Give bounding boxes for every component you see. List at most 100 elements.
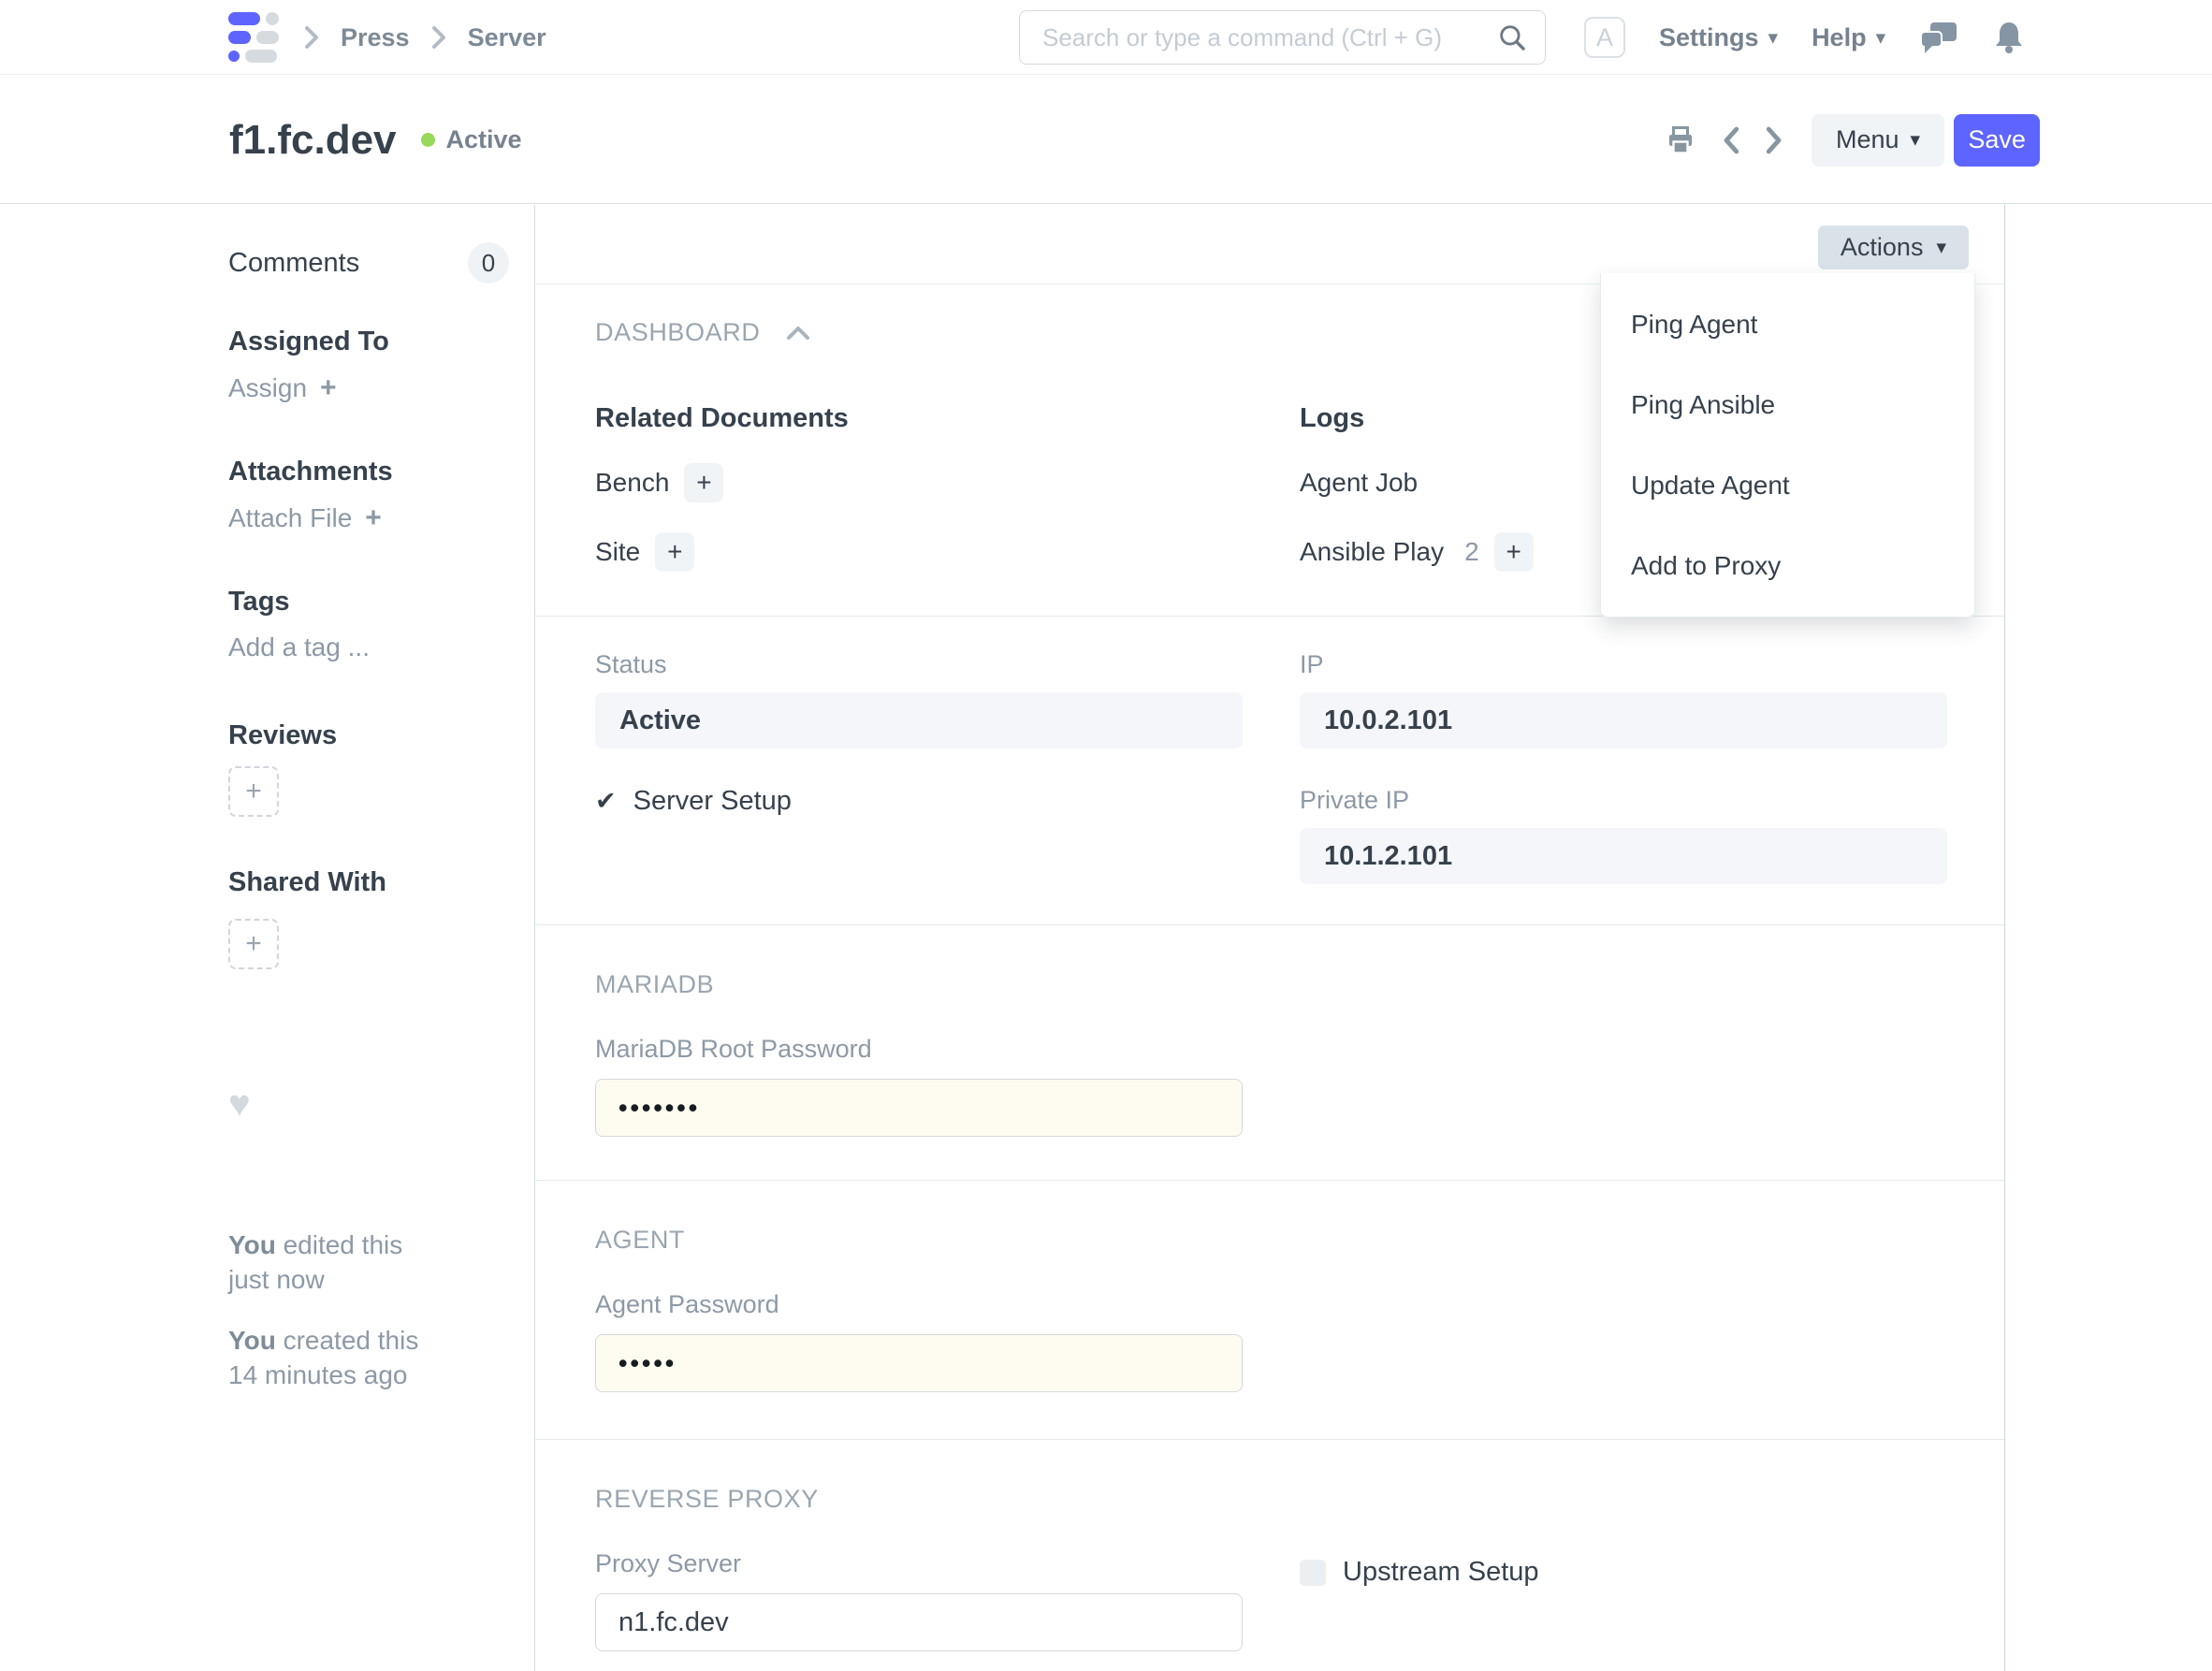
form-toolbar: Actions ▾: [535, 205, 2004, 284]
add-ansible-play-button[interactable]: +: [1493, 532, 1534, 572]
menu-item-ping-agent[interactable]: Ping Agent: [1631, 310, 1758, 339]
menu-item-add-to-proxy[interactable]: Add to Proxy: [1631, 551, 1782, 580]
checkmark-icon: ✔: [595, 787, 617, 815]
attach-file-button[interactable]: Attach File +: [228, 502, 382, 533]
page-header: f1.fc.dev Active Menu ▾ Save: [0, 76, 2212, 204]
save-button[interactable]: Save: [1954, 113, 2041, 167]
reverse-proxy-section: REVERSE PROXY Proxy Server Upstream Setu…: [535, 1440, 2004, 1671]
document-status: Active: [445, 125, 522, 153]
server-setup-label: Server Setup: [633, 786, 792, 816]
page-header-actions: Menu ▾ Save: [1664, 76, 2041, 204]
shared-with-heading: Shared With: [228, 867, 386, 897]
collapse-section-icon[interactable]: [786, 326, 810, 341]
plus-icon: +: [1506, 537, 1521, 566]
assign-button[interactable]: Assign +: [228, 372, 337, 403]
upstream-setup-label: Upstream Setup: [1343, 1557, 1539, 1587]
related-documents-column: Related Documents Bench + Site +: [595, 403, 1243, 573]
mariadb-root-password-label: MariaDB Root Password: [595, 1035, 872, 1063]
page-title: f1.fc.dev: [229, 116, 397, 163]
menu-item-ping-ansible[interactable]: Ping Ansible: [1631, 390, 1776, 419]
proxy-server-label: Proxy Server: [595, 1549, 742, 1577]
plus-icon: +: [245, 928, 262, 959]
plus-icon: +: [667, 537, 683, 566]
chevron-down-icon: ▾: [1936, 237, 1946, 258]
agent-password-input[interactable]: [595, 1334, 1243, 1392]
app-logo-icon[interactable]: [228, 12, 283, 63]
dashboard-link-ansible-play: Ansible Play 2 +: [1300, 531, 1947, 573]
actions-button[interactable]: Actions ▾: [1817, 225, 1969, 269]
chevron-down-icon: ▾: [1910, 129, 1921, 151]
navbar-right: A Settings ▾ Help ▾: [1584, 0, 2026, 75]
reviews-heading: Reviews: [228, 720, 338, 750]
tags-heading: Tags: [228, 587, 290, 617]
breadcrumb-item-press[interactable]: Press: [341, 22, 410, 51]
add-bench-button[interactable]: +: [684, 463, 724, 502]
agent-password-label: Agent Password: [595, 1290, 779, 1318]
search-icon: [1496, 22, 1528, 53]
logs-heading: Logs: [1300, 403, 1365, 433]
chevron-right-icon: [301, 23, 322, 51]
ip-field-label: IP: [1300, 650, 1324, 678]
add-share-button[interactable]: +: [228, 919, 279, 969]
comments-count-badge: 0: [468, 242, 509, 283]
notifications-bell-icon[interactable]: [1992, 19, 2026, 56]
plus-icon: +: [245, 776, 262, 806]
chat-icon[interactable]: [1919, 19, 1958, 56]
dashboard-section: DASHBOARD Related Documents Bench +: [535, 284, 2004, 617]
prev-document-icon[interactable]: [1718, 124, 1746, 157]
assigned-to-heading: Assigned To: [228, 327, 389, 356]
dashboard-link-agent-job: Agent Job: [1300, 468, 1419, 497]
global-search[interactable]: [1019, 10, 1546, 65]
mariadb-root-password-input[interactable]: [595, 1079, 1243, 1137]
proxy-server-input[interactable]: [595, 1593, 1243, 1651]
dashboard-section-label: DASHBOARD: [595, 318, 761, 346]
comments-label: Comments: [228, 247, 360, 278]
navbar: Press Server A Settings ▾ Help ▾: [0, 0, 2212, 75]
breadcrumb-item-server[interactable]: Server: [467, 22, 546, 51]
menu-item-update-agent[interactable]: Update Agent: [1631, 471, 1790, 500]
agent-section: AGENT Agent Password: [535, 1181, 2004, 1440]
reverse-proxy-section-label: REVERSE PROXY: [595, 1485, 819, 1513]
add-site-button[interactable]: +: [655, 532, 695, 572]
plus-icon: +: [365, 502, 382, 533]
add-review-button[interactable]: +: [228, 766, 279, 817]
search-input[interactable]: [1041, 22, 1496, 53]
next-document-icon[interactable]: [1759, 124, 1787, 157]
private-ip-field-value: 10.1.2.101: [1300, 828, 1947, 884]
plus-icon: +: [320, 372, 337, 403]
user-avatar[interactable]: A: [1584, 17, 1625, 58]
edited-meta: You edited this just now: [228, 1230, 403, 1294]
chevron-down-icon: ▾: [1768, 26, 1779, 49]
status-dot-icon: [420, 133, 435, 147]
upstream-setup-checkbox[interactable]: [1300, 1559, 1326, 1586]
chevron-down-icon: ▾: [1875, 26, 1886, 49]
logs-column: Logs Agent Job Ansible Play 2 +: [1300, 403, 1947, 573]
menu-button[interactable]: Menu ▾: [1812, 113, 1945, 167]
add-tag-input[interactable]: Add a tag ...: [228, 632, 370, 661]
form-sidebar: Comments 0 Assigned To Assign + Attachme…: [0, 205, 535, 1671]
agent-section-label: AGENT: [595, 1226, 686, 1254]
comments-link[interactable]: Comments 0: [228, 242, 509, 283]
settings-label: Settings: [1659, 22, 1759, 51]
breadcrumb: Press Server: [301, 0, 546, 75]
help-menu[interactable]: Help ▾: [1812, 23, 1885, 52]
related-documents-heading: Related Documents: [595, 403, 849, 433]
ip-field-value: 10.0.2.101: [1300, 692, 1947, 748]
dashboard-link-bench: Bench +: [595, 462, 1243, 503]
chevron-right-icon: [429, 23, 449, 51]
plus-icon: +: [696, 468, 712, 497]
private-ip-field-label: Private IP: [1300, 786, 1410, 814]
like-heart-icon[interactable]: ♥: [228, 1083, 251, 1125]
attachments-heading: Attachments: [228, 457, 393, 487]
print-icon[interactable]: [1664, 124, 1697, 157]
settings-menu[interactable]: Settings ▾: [1659, 23, 1778, 52]
status-field-label: Status: [595, 650, 667, 678]
created-meta: You created this 14 minutes ago: [228, 1326, 419, 1389]
ansible-play-count: 2: [1464, 537, 1479, 566]
help-label: Help: [1812, 22, 1867, 51]
mariadb-section: MARIADB MariaDB Root Password: [535, 925, 2004, 1181]
status-section: Status Active ✔ Server Setup IP 10.0.2.1…: [535, 617, 2004, 925]
dashboard-link-site: Site +: [595, 531, 1243, 573]
mariadb-section-label: MARIADB: [595, 970, 715, 998]
